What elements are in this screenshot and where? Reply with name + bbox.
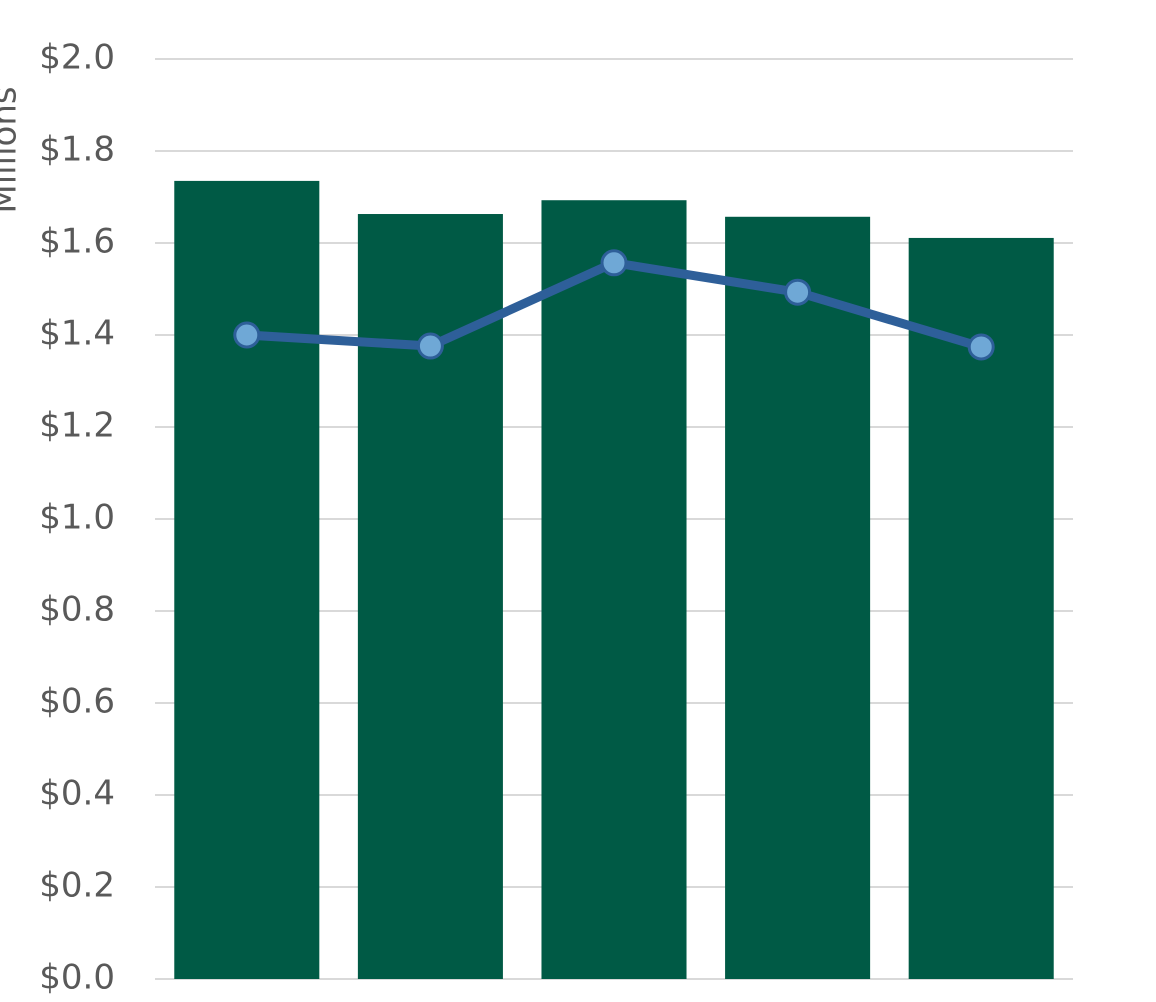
y-tick-label: $0.8: [39, 590, 115, 630]
y-axis-label: Millions: [0, 86, 25, 213]
y-tick-label: $1.0: [39, 498, 115, 538]
line-marker: [600, 249, 628, 277]
y-tick-label: $0.0: [39, 958, 115, 998]
y-tick-label: $1.6: [39, 222, 115, 262]
y-tick-label: $0.2: [39, 866, 115, 906]
y-tick-label: $2.0: [39, 38, 115, 78]
bar: [357, 214, 503, 979]
y-tick-label: $1.4: [39, 314, 115, 354]
y-tick-label: $0.4: [39, 774, 115, 814]
y-tick-label: $1.8: [39, 130, 115, 170]
line-marker: [233, 321, 261, 349]
line-marker: [967, 333, 995, 361]
bar: [174, 180, 320, 979]
y-tick-label: $0.6: [39, 682, 115, 722]
line-marker: [416, 332, 444, 360]
line-marker: [784, 278, 812, 306]
bar: [725, 216, 871, 979]
y-tick-label: $1.2: [39, 406, 115, 446]
bar: [908, 237, 1054, 979]
bar: [541, 200, 687, 980]
